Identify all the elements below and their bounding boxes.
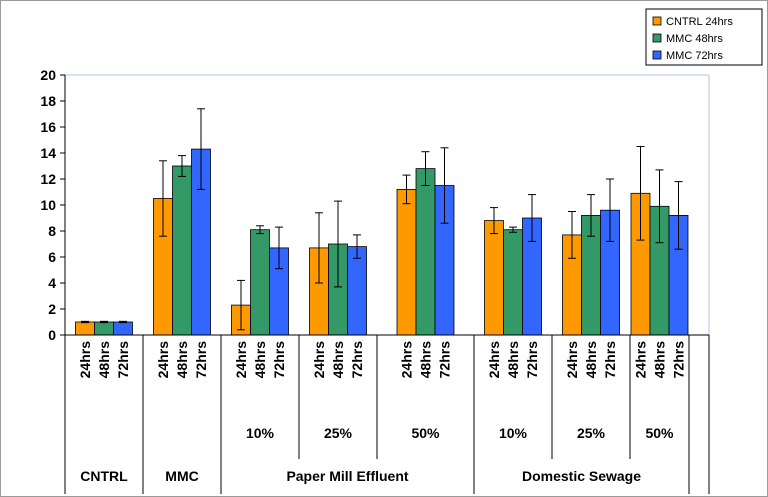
bar bbox=[172, 165, 192, 336]
y-tick-label: 20 bbox=[40, 67, 56, 83]
time-label: 48hrs bbox=[583, 341, 599, 379]
y-tick-label: 12 bbox=[40, 171, 56, 187]
y-tick-label: 18 bbox=[40, 93, 56, 109]
bar bbox=[415, 168, 436, 336]
time-label: 72hrs bbox=[437, 341, 453, 379]
bar bbox=[503, 229, 523, 336]
time-label: 48hrs bbox=[252, 341, 268, 379]
concentration-label: 10% bbox=[246, 425, 275, 441]
time-label: 48hrs bbox=[505, 341, 521, 379]
concentration-label: 50% bbox=[645, 425, 674, 441]
time-label: 48hrs bbox=[174, 341, 190, 379]
time-label: 72hrs bbox=[602, 341, 618, 379]
time-label: 72hrs bbox=[115, 341, 131, 379]
group-label: Domestic Sewage bbox=[522, 468, 641, 484]
time-label: 48hrs bbox=[330, 341, 346, 379]
time-label: 72hrs bbox=[193, 341, 209, 379]
y-tick-label: 4 bbox=[48, 275, 56, 291]
legend-swatch bbox=[652, 33, 662, 43]
legend-swatch bbox=[652, 16, 662, 26]
time-label: 48hrs bbox=[418, 341, 434, 379]
y-tick-label: 8 bbox=[48, 223, 56, 239]
concentration-label: 25% bbox=[324, 425, 353, 441]
y-tick-label: 0 bbox=[48, 327, 56, 343]
group-label: Paper Mill Effluent bbox=[286, 468, 408, 484]
group-label: CNTRL bbox=[80, 468, 128, 484]
y-tick-label: 6 bbox=[48, 249, 56, 265]
legend-box bbox=[645, 8, 763, 66]
bar bbox=[113, 321, 133, 336]
time-label: 24hrs bbox=[633, 341, 649, 379]
time-label: 48hrs bbox=[96, 341, 112, 379]
time-label: 24hrs bbox=[233, 341, 249, 379]
concentration-label: 50% bbox=[411, 425, 440, 441]
bar bbox=[75, 321, 95, 336]
y-tick-label: 10 bbox=[40, 197, 56, 213]
y-tick-label: 14 bbox=[40, 145, 56, 161]
time-label: 24hrs bbox=[564, 341, 580, 379]
time-label: 24hrs bbox=[399, 341, 415, 379]
group-label: MMC bbox=[165, 468, 198, 484]
bar bbox=[347, 246, 367, 336]
time-label: 24hrs bbox=[155, 341, 171, 379]
legend-label: MMC 72hrs bbox=[666, 50, 723, 62]
bar bbox=[484, 220, 504, 336]
time-label: 24hrs bbox=[486, 341, 502, 379]
legend-label: CNTRL 24hrs bbox=[666, 16, 733, 28]
bar bbox=[396, 188, 417, 336]
legend-swatch bbox=[652, 50, 662, 60]
bar bbox=[94, 321, 114, 336]
time-label: 24hrs bbox=[77, 341, 93, 379]
time-label: 24hrs bbox=[311, 341, 327, 379]
time-label: 72hrs bbox=[349, 341, 365, 379]
legend-label: MMC 48hrs bbox=[666, 33, 723, 45]
time-label: 72hrs bbox=[524, 341, 540, 379]
y-tick-label: 16 bbox=[40, 119, 56, 135]
y-tick-label: 2 bbox=[48, 301, 56, 317]
time-label: 72hrs bbox=[271, 341, 287, 379]
concentration-label: 25% bbox=[577, 425, 606, 441]
time-label: 72hrs bbox=[671, 341, 687, 379]
concentration-label: 10% bbox=[499, 425, 528, 441]
bar bbox=[250, 229, 270, 336]
time-label: 48hrs bbox=[652, 341, 668, 379]
